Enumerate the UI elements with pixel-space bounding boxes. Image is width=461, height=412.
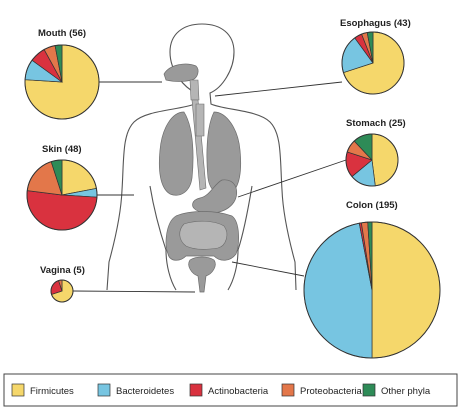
legend-label-other-phyla: Other phyla <box>381 386 431 397</box>
pie-charts <box>24 31 441 359</box>
colon-pie <box>303 221 441 359</box>
colon-pie-title: Colon (195) <box>346 200 398 211</box>
esophagus-pie-title: Esophagus (43) <box>340 18 411 29</box>
human-body-outline <box>106 23 297 291</box>
legend: Firmicutes Bacteroidetes Actinobacteria Pro… <box>11 383 431 397</box>
trachea <box>195 103 205 137</box>
legend-swatch-actinobacteria <box>189 383 203 397</box>
esophagus <box>191 99 207 191</box>
legend-label-firmicutes: Firmicutes <box>30 386 74 397</box>
legend-swatch-firmicutes <box>11 383 25 397</box>
mouth-pie-title: Mouth (56) <box>38 28 86 39</box>
pie-titles: Mouth (56) Esophagus (43) Skin (48) Stomach… <box>38 18 411 276</box>
legend-swatch-bacteroidetes <box>97 383 111 397</box>
colon-slice-bacteroidetes <box>303 222 373 359</box>
esophagus-pie <box>341 31 405 95</box>
stomach-slice-firmicutes <box>371 133 399 187</box>
pelvic-organs <box>188 256 216 293</box>
legend-swatch-other-phyla <box>362 383 376 397</box>
small-intestine <box>179 220 228 250</box>
mouth-pie <box>24 44 100 120</box>
colon-leader-line <box>231 261 305 277</box>
stomach <box>192 179 237 214</box>
body-silhouette <box>106 23 297 291</box>
stomach-pie-outline <box>345 133 399 187</box>
leader-lines <box>72 81 347 293</box>
left-lung <box>158 111 194 196</box>
legend-label-actinobacteria: Actinobacteria <box>208 386 269 397</box>
legend-label-proteobacteria: Proteobacteria <box>300 386 363 397</box>
skin-pie-outline <box>26 159 98 231</box>
colon-slice-firmicutes <box>371 221 441 359</box>
skin-pie-title: Skin (48) <box>42 144 82 155</box>
legend-label-bacteroidetes: Bacteroidetes <box>116 386 174 397</box>
organs <box>158 63 242 293</box>
skin-slice-actinobacteria <box>26 190 98 231</box>
legend-swatch-proteobacteria <box>281 383 295 397</box>
colon-pie-outline <box>303 221 441 359</box>
esophagus-pie-outline <box>341 31 405 95</box>
throat <box>189 79 200 101</box>
vagina-pie <box>50 279 74 303</box>
legend-box <box>3 373 458 407</box>
vagina-pie-outline <box>50 279 74 303</box>
stomach-pie-title: Stomach (25) <box>346 118 406 129</box>
vagina-pie-title: Vagina (5) <box>40 265 85 276</box>
mouth-pie-outline <box>24 44 100 120</box>
stomach-leader-line <box>237 159 347 198</box>
esophagus-leader-line <box>214 81 343 97</box>
oral-cavity <box>163 63 199 82</box>
stomach-pie <box>345 133 399 187</box>
skin-pie <box>26 159 98 231</box>
vagina-leader-line <box>72 290 196 293</box>
